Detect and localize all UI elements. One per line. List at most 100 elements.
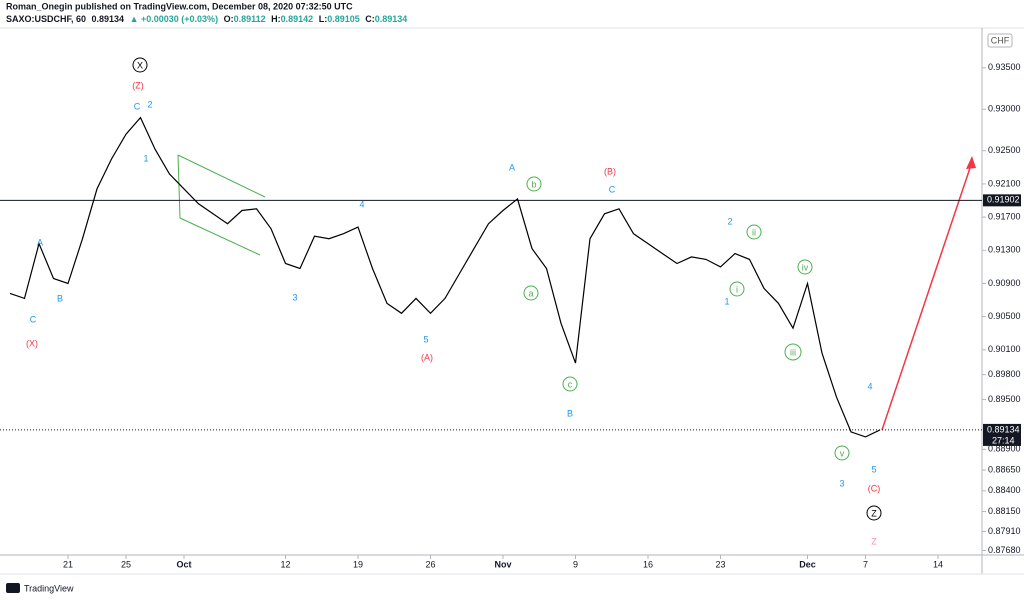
countdown: 27:14 [992, 435, 1015, 445]
change: ▲ +0.00030 (+0.03%) [130, 14, 218, 24]
wave-label: A [37, 237, 43, 247]
x-tick-label: 16 [643, 559, 653, 569]
wave-label: 3 [292, 292, 297, 302]
ohlc-key: H: [271, 14, 281, 24]
ohlc-key: L: [319, 14, 328, 24]
wave-label: 2 [147, 99, 152, 109]
y-tick-label: 0.90900 [988, 278, 1021, 288]
last: 0.89134 [92, 14, 125, 24]
y-tick-label: 0.93000 [988, 104, 1021, 114]
wave-label: (Z) [132, 80, 144, 90]
annotation-circle [132, 57, 148, 73]
wave-label: 5 [423, 334, 428, 344]
author-line: Roman_Onegin published on TradingView.co… [6, 1, 353, 11]
x-tick-label: 7 [863, 559, 868, 569]
brand-logo [6, 583, 20, 593]
currency: CHF [991, 35, 1010, 45]
ohlc-key: O: [224, 14, 234, 24]
channel-line [177, 154, 266, 198]
annotation-circle [834, 445, 850, 461]
wave-label: C [30, 314, 37, 324]
wave-label: Z [871, 536, 877, 546]
projection-arrow [881, 161, 973, 431]
wave-label: B [57, 293, 63, 303]
x-tick-label: Nov [494, 559, 511, 569]
wave-label: 1 [724, 296, 729, 306]
y-tick-label: 0.89500 [988, 394, 1021, 404]
annotation-circle [866, 505, 882, 521]
x-tick-label: 25 [121, 559, 131, 569]
wave-label: v [840, 448, 845, 458]
wave-label: (A) [421, 352, 433, 362]
wave-label: A [509, 162, 515, 172]
wave-label: (B) [604, 166, 616, 176]
annotation-circle [797, 259, 813, 275]
ohlc-value: 0.89105 [327, 14, 360, 24]
wave-label: i [736, 284, 738, 294]
wave-label: b [531, 179, 536, 189]
wave-label: 2 [727, 216, 732, 226]
y-tick-label: 0.88150 [988, 506, 1021, 516]
x-tick-label: 12 [280, 559, 290, 569]
wave-label: 4 [359, 199, 364, 209]
wave-label: ii [752, 227, 756, 237]
ohlc-key: C: [365, 14, 375, 24]
y-tick-label: 0.88400 [988, 485, 1021, 495]
x-tick-label: 21 [63, 559, 73, 569]
annotation-circle [729, 281, 745, 297]
wave-label: C [609, 184, 616, 194]
wave-label: 4 [867, 381, 872, 391]
wave-label: C [134, 101, 141, 111]
price-line [9, 116, 881, 438]
currency-box [987, 33, 1013, 48]
channel-line [177, 154, 181, 219]
annotation-circle [523, 285, 539, 301]
last-price-label: 0.89134 [987, 424, 1020, 434]
wave-label: 5 [871, 464, 876, 474]
x-tick-label: 23 [715, 559, 725, 569]
y-tick-label: 0.87680 [988, 545, 1021, 555]
wave-label: 1 [143, 153, 148, 163]
annotation-circle [562, 376, 578, 392]
wave-label: 3 [839, 478, 844, 488]
x-tick-label: Dec [799, 559, 816, 569]
wave-label: a [528, 288, 533, 298]
y-tick-label: 0.91300 [988, 245, 1021, 255]
last-price-tag [983, 423, 1021, 446]
brand[interactable]: TradingView [6, 583, 74, 593]
arrow-head [966, 156, 976, 169]
hline-tag [983, 194, 1021, 207]
x-tick-label: 9 [573, 559, 578, 569]
brand-name: TradingView [24, 583, 74, 593]
y-tick-label: 0.92500 [988, 145, 1021, 155]
ohlc-value: 0.89134 [375, 14, 408, 24]
wave-label: Z [871, 508, 877, 518]
wave-label: (X) [26, 338, 38, 348]
y-tick-label: 0.92100 [988, 178, 1021, 188]
y-tick-label: 0.89800 [988, 369, 1021, 379]
y-tick-label: 0.88900 [988, 444, 1021, 454]
hline-label: 0.91902 [987, 195, 1020, 205]
x-tick-label: 26 [425, 559, 435, 569]
y-tick-label: 0.87910 [988, 526, 1021, 536]
wave-label: iii [790, 347, 796, 357]
symbol-line: SAXO:USDCHF, 60 0.89134 ▲ +0.00030 (+0.0… [6, 14, 407, 24]
ohlc-value: 0.89142 [281, 14, 314, 24]
y-tick-label: 0.91700 [988, 211, 1021, 221]
ohlc-value: 0.89112 [234, 14, 266, 24]
annotation-circle [784, 343, 802, 361]
symbol: SAXO:USDCHF, 60 [6, 14, 86, 24]
annotation-circle [746, 224, 762, 240]
wave-label: B [567, 408, 573, 418]
wave-label: X [137, 60, 143, 70]
x-tick-label: 19 [353, 559, 363, 569]
wave-label: iv [802, 262, 809, 272]
y-tick-label: 0.93500 [988, 62, 1021, 72]
y-tick-label: 0.90100 [988, 344, 1021, 354]
wave-label: (C) [868, 483, 881, 493]
y-tick-label: 0.88650 [988, 464, 1021, 474]
channel-line [179, 217, 261, 256]
